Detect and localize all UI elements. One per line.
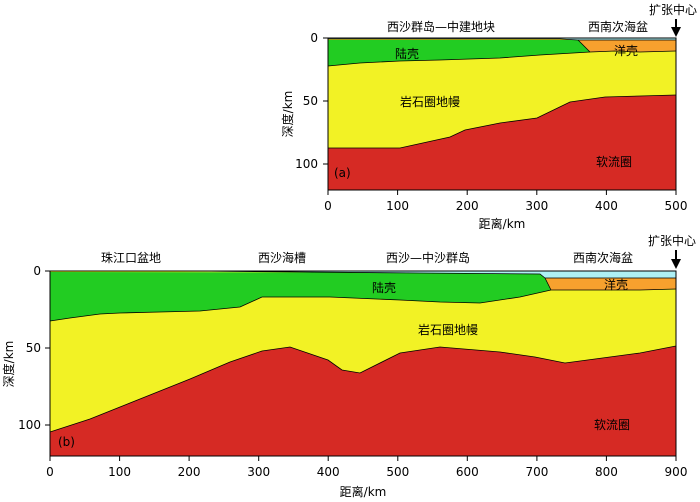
panel-b-xtick: 800	[595, 465, 618, 479]
panel-b-asthenosphere-label: 软流圈	[594, 418, 630, 432]
panel-b-mantle-label: 岩石圈地幔	[418, 322, 478, 337]
panel-b: 0 100 200 300 400 500 600 700 800 900 0 …	[1, 233, 696, 499]
panel-a-ytick: 50	[303, 94, 318, 108]
panel-b-water	[50, 271, 676, 278]
panel-a: 0 100 200 300 400 500 0 50 100 距离/km 深度/…	[280, 2, 697, 231]
panel-b-frame	[49, 270, 677, 457]
panel-b-region-southwest-subbasin: 西南次海盆	[573, 250, 633, 265]
panel-a-xtick: 300	[525, 199, 548, 213]
panel-a-xtick: 100	[386, 199, 409, 213]
panel-b-ytick: 100	[18, 418, 41, 432]
panel-a-oceanic-crust	[578, 40, 676, 52]
panel-b-region-xisha-zhongsha-islands: 西沙—中沙群岛	[386, 250, 470, 265]
panel-b-ticks	[45, 270, 677, 461]
panel-b-xtick: 700	[525, 465, 548, 479]
panel-b-xtick: 100	[108, 465, 131, 479]
panel-a-xtick: 500	[665, 199, 688, 213]
panel-b-xtick: 500	[386, 465, 409, 479]
panel-a-ytick: 0	[310, 31, 318, 45]
panel-a-ticks	[323, 37, 677, 195]
panel-a-continental-crust	[328, 40, 590, 66]
panel-b-arrow-down-icon	[671, 250, 681, 269]
panel-b-tag: (b)	[58, 435, 75, 449]
panel-a-mantle	[328, 38, 676, 148]
panel-b-lab	[49, 345, 677, 433]
panel-b-xtick: 300	[247, 465, 270, 479]
panel-b-crust-boundary	[544, 277, 552, 291]
panel-a-region-xisha-zhongjian: 西沙群岛—中建地块	[387, 19, 495, 34]
panel-b-moho	[49, 288, 677, 322]
panel-b-region-xisha-trough: 西沙海槽	[258, 250, 306, 265]
panel-b-region-pearl-river-mouth-basin: 珠江口盆地	[101, 251, 161, 265]
panel-a-continental-crust-label: 陆壳	[395, 46, 419, 61]
panel-b-xtick: 200	[178, 465, 201, 479]
panel-b-xtick: 0	[46, 465, 54, 479]
panel-b-mantle	[50, 271, 676, 432]
panel-a-xtick: 0	[324, 199, 332, 213]
panel-a-oceanic-crust-label: 洋壳	[614, 43, 638, 58]
panel-a-lab	[328, 94, 677, 149]
panel-b-ytick: 0	[33, 264, 41, 278]
panel-a-spreading-center-label: 扩张中心	[649, 2, 697, 17]
panel-a-mantle-label: 岩石圈地幔	[400, 94, 460, 109]
panel-b-xtick: 600	[456, 465, 479, 479]
panel-a-seafloor	[328, 38, 676, 41]
panel-a-asthenosphere-label: 软流圈	[596, 155, 632, 169]
panel-b-oceanic-crust	[545, 278, 676, 290]
panel-b-xlabel: 距离/km	[340, 484, 387, 499]
panel-b-continental-crust-label: 陆壳	[372, 280, 396, 295]
panel-b-spreading-center-label: 扩张中心	[648, 233, 696, 248]
panel-b-ytick: 50	[26, 341, 41, 355]
panel-b-xtick: 900	[665, 465, 688, 479]
panel-a-xlabel: 距离/km	[479, 216, 526, 231]
panel-a-arrow-down-icon	[671, 19, 681, 37]
panel-a-moho	[327, 50, 677, 67]
panel-a-ylabel: 深度/km	[280, 91, 295, 138]
panel-a-crust-boundary	[577, 39, 591, 53]
panel-a-ytick: 100	[295, 157, 318, 171]
panel-a-region-southwest-subbasin: 西南次海盆	[588, 19, 648, 34]
panel-a-xtick: 400	[595, 199, 618, 213]
panel-b-oceanic-crust-label: 洋壳	[604, 277, 628, 292]
panel-b-xtick: 400	[317, 465, 340, 479]
panel-b-continental-crust	[50, 272, 551, 321]
panel-b-ylabel: 深度/km	[1, 341, 16, 388]
panel-a-frame	[327, 37, 677, 191]
panel-a-tag: (a)	[334, 166, 351, 180]
panel-a-xtick: 200	[456, 199, 479, 213]
